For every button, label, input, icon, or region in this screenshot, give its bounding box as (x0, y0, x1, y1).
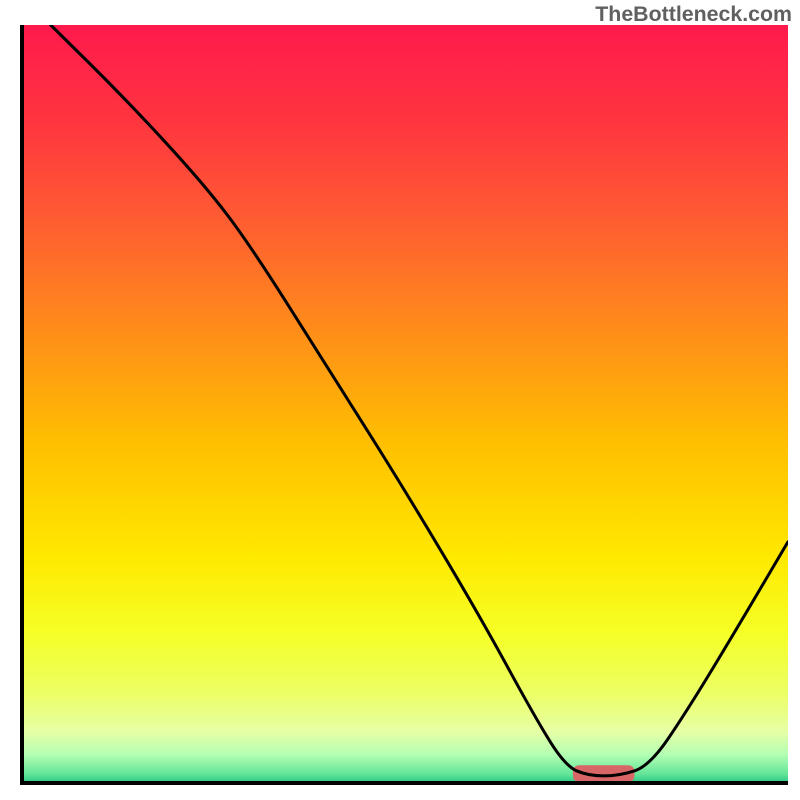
bottleneck-curve (51, 25, 788, 776)
y-axis (20, 25, 24, 785)
x-axis (20, 781, 788, 785)
chart-container: TheBottleneck.com (0, 0, 800, 800)
curve-layer (20, 25, 788, 785)
watermark-text: TheBottleneck.com (595, 2, 792, 27)
plot-area (20, 25, 788, 785)
